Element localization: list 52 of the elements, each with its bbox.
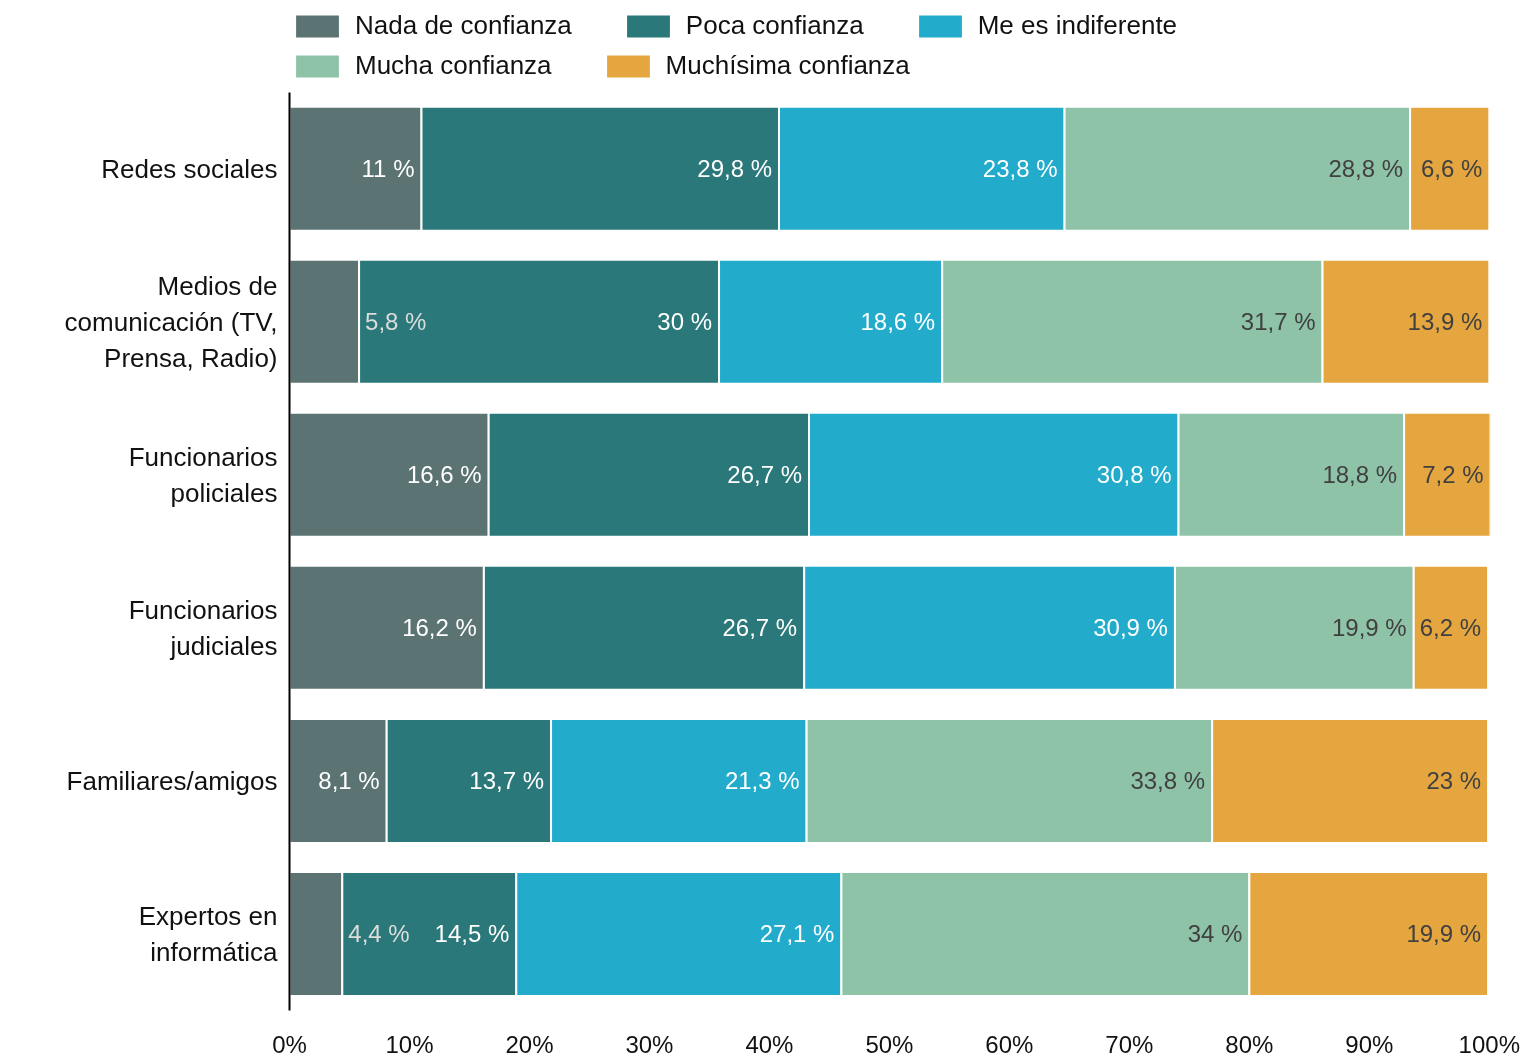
data-label: 5,8 % (365, 308, 427, 336)
y-tick-label: Funcionarios policiales (128, 441, 278, 508)
data-label: 30,8 % (1096, 461, 1172, 489)
data-label: 21,3 % (724, 767, 800, 795)
x-tick-label: 70% (1105, 1030, 1154, 1058)
x-tick-label: 20% (505, 1030, 554, 1058)
x-tick-label: 90% (1345, 1030, 1394, 1058)
data-label: 6,2 % (1419, 614, 1482, 642)
data-label: 16,6 % (406, 461, 482, 489)
y-tick-label: Funcionarios judiciales (128, 594, 278, 661)
x-tick-label: 30% (625, 1030, 674, 1058)
data-label: 16,2 % (402, 614, 477, 642)
data-label: 27,1 % (759, 920, 835, 948)
data-label: 14,5 % (434, 920, 510, 948)
data-label: 34 % (1187, 920, 1243, 948)
x-tick-label: 0% (272, 1030, 307, 1058)
data-label: 30,9 % (1093, 614, 1168, 642)
data-label: 19,9 % (1406, 920, 1482, 948)
legend-label: Muchísima confianza (665, 50, 910, 81)
data-label: 7,2 % (1422, 461, 1484, 489)
data-label: 4,4 % (348, 920, 410, 948)
y-tick-label: Familiares/amigos (66, 765, 278, 796)
x-tick-label: 40% (745, 1030, 794, 1058)
data-label: 11 % (361, 155, 415, 183)
data-label: 18,6 % (860, 308, 936, 336)
data-label: 13,9 % (1407, 308, 1483, 336)
data-label: 13,7 % (469, 767, 545, 795)
data-label: 19,9 % (1331, 614, 1407, 642)
data-label: 8,1 % (318, 767, 380, 795)
y-tick-label: Expertos en informática (138, 900, 279, 967)
legend-label: Mucha confianza (355, 50, 552, 81)
data-label: 26,7 % (722, 614, 798, 642)
data-label: 30 % (657, 308, 713, 336)
data-label: 31,7 % (1240, 308, 1316, 336)
data-label: 26,7 % (727, 461, 803, 489)
legend-label: Me es indiferente (977, 10, 1178, 41)
x-tick-label: 100% (1458, 1030, 1520, 1058)
data-label: 28,8 % (1328, 155, 1404, 183)
data-label: 23 % (1426, 767, 1482, 795)
x-tick-label: 10% (385, 1030, 434, 1058)
x-tick-label: 50% (865, 1030, 914, 1058)
data-label: 23,8 % (982, 155, 1058, 183)
data-label: 33,8 % (1130, 767, 1206, 795)
x-tick-label: 80% (1225, 1030, 1274, 1058)
data-label: 6,6 % (1420, 155, 1483, 183)
legend-label: Poca confianza (685, 10, 864, 41)
y-tick-label: Medios de comunicación (TV, Prensa, Radio) (64, 270, 278, 373)
data-label: 29,8 % (697, 155, 773, 183)
data-label: 18,8 % (1322, 461, 1398, 489)
legend-label: Nada de confianza (355, 10, 572, 41)
y-tick-label: Redes sociales (101, 153, 278, 184)
x-tick-label: 60% (985, 1030, 1034, 1058)
